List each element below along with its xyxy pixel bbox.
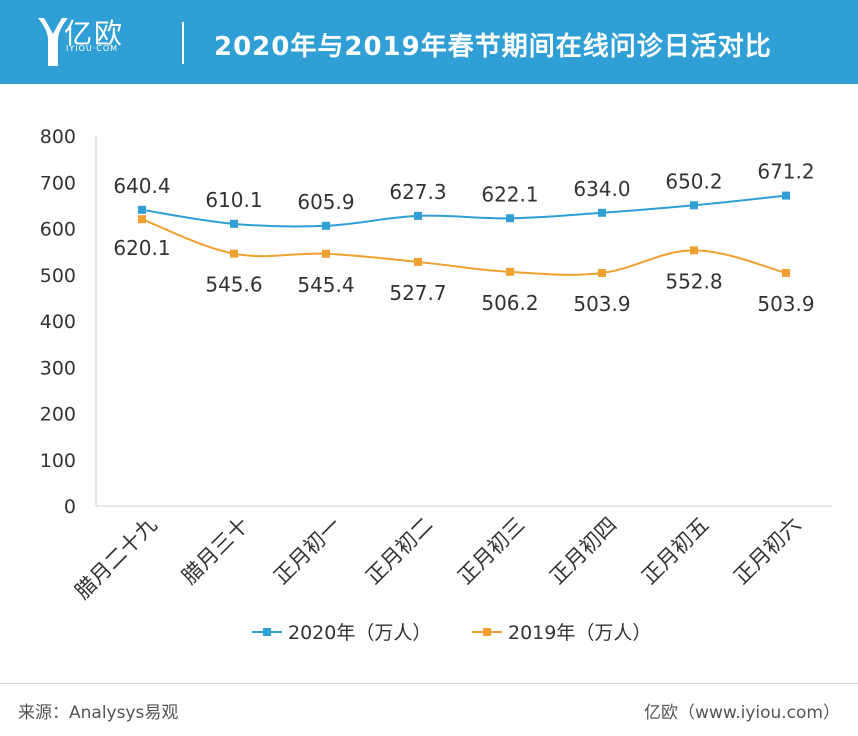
legend-marker — [263, 628, 271, 636]
chart-title: 2020年与2019年春节期间在线问诊日活对比 — [214, 32, 772, 62]
data-label: 620.1 — [113, 236, 170, 260]
yiou-logo-icon — [38, 18, 68, 66]
data-point — [506, 267, 514, 276]
legend-marker — [483, 628, 491, 636]
data-labels: 640.4 610.1 605.9 627.3 622.1 634.0 650.2 671.2… — [113, 160, 814, 316]
data-label: 545.4 — [297, 273, 354, 297]
x-tick-label: 正月初六 — [729, 513, 805, 589]
x-tick-label: 正月初四 — [545, 513, 621, 589]
data-label: 627.3 — [389, 180, 446, 204]
logo-text: 亿欧 — [64, 17, 125, 50]
data-point — [230, 249, 238, 258]
x-tick-label: 腊月二十九 — [70, 513, 161, 604]
y-tick-label: 300 — [40, 357, 76, 379]
data-point — [690, 201, 698, 210]
header-divider — [182, 22, 184, 64]
series-lines — [138, 191, 790, 277]
credit-note: 亿欧（www.iyiou.com） — [644, 703, 840, 723]
y-tick-label: 200 — [40, 404, 76, 426]
data-label: 552.8 — [665, 269, 722, 293]
y-tick-label: 500 — [40, 265, 76, 287]
data-point — [414, 211, 422, 220]
data-label: 622.1 — [481, 182, 538, 206]
data-label: 671.2 — [757, 160, 814, 184]
data-point — [598, 268, 606, 277]
data-point — [690, 246, 698, 255]
data-point — [598, 208, 606, 217]
data-point — [506, 214, 514, 223]
legend-label: 2019年（万人） — [508, 622, 651, 644]
y-tick-label: 100 — [40, 450, 76, 472]
data-label: 634.0 — [573, 177, 630, 201]
y-tick-label: 600 — [40, 219, 76, 241]
y-tick-label: 400 — [40, 311, 76, 333]
logo-subtext: IYIOU·COM — [66, 44, 119, 53]
data-point — [782, 191, 790, 200]
data-label: 506.2 — [481, 291, 538, 315]
x-tick-label: 正月初三 — [453, 513, 529, 589]
data-point — [138, 215, 146, 224]
data-point — [322, 221, 330, 230]
data-label: 640.4 — [113, 174, 170, 198]
data-label: 605.9 — [297, 190, 354, 214]
data-label: 503.9 — [757, 292, 814, 316]
x-tick-label: 正月初二 — [361, 513, 437, 589]
header-banner: 亿欧 IYIOU·COM 2020年与2019年春节期间在线问诊日活对比 — [0, 0, 858, 84]
legend: 2020年（万人） 2019年（万人） — [252, 622, 651, 644]
x-tick-label: 正月初五 — [637, 513, 713, 589]
data-label: 527.7 — [389, 281, 446, 305]
data-label: 610.1 — [205, 188, 262, 212]
data-point — [322, 249, 330, 258]
data-point — [782, 268, 790, 277]
data-label: 545.6 — [205, 273, 262, 297]
data-point — [230, 219, 238, 228]
series-line-2019 — [141, 218, 787, 276]
data-point — [138, 205, 146, 214]
series-line-2020 — [141, 194, 787, 228]
source-note: 来源：Analysys易观 — [18, 703, 179, 723]
y-tick-label: 800 — [40, 126, 76, 148]
data-label: 650.2 — [665, 169, 722, 193]
footer-divider — [0, 683, 858, 684]
y-tick-label: 700 — [40, 172, 76, 194]
data-label: 503.9 — [573, 292, 630, 316]
y-tick-label: 0 — [64, 496, 76, 518]
x-tick-label: 腊月三十 — [177, 513, 253, 589]
data-point — [414, 257, 422, 266]
x-tick-label: 正月初一 — [269, 513, 345, 589]
legend-label: 2020年（万人） — [288, 622, 431, 644]
